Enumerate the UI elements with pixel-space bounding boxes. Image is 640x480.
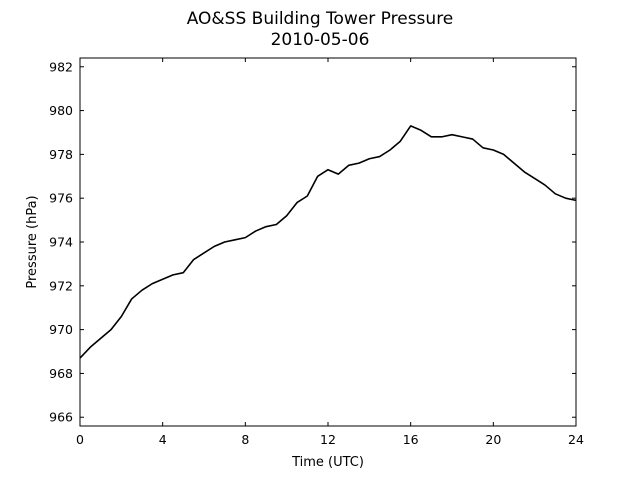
chart-subtitle: 2010-05-06 (271, 30, 370, 50)
y-tick-label: 976 (49, 191, 73, 206)
x-tick-label: 24 (568, 432, 584, 447)
y-tick-label: 968 (49, 366, 73, 381)
x-tick-label: 4 (159, 432, 167, 447)
y-tick-label: 974 (49, 235, 73, 250)
x-axis: 0 4 8 12 16 20 24 (76, 58, 584, 447)
chart-title: AO&SS Building Tower Pressure (187, 9, 454, 29)
plot-frame (79, 57, 577, 427)
pressure-series-line (79, 125, 577, 359)
y-tick-label: 980 (49, 103, 73, 118)
y-tick-label: 972 (49, 278, 73, 293)
x-tick-label: 20 (485, 432, 501, 447)
y-axis-label: Pressure (hPa) (25, 195, 40, 288)
y-tick-label: 966 (49, 410, 73, 425)
x-tick-label: 12 (320, 432, 336, 447)
y-axis: 966 968 970 972 974 976 978 980 982 (49, 59, 576, 425)
y-tick-label: 982 (49, 59, 73, 74)
y-tick-label: 978 (49, 147, 73, 162)
x-tick-label: 8 (241, 432, 249, 447)
x-tick-label: 0 (76, 432, 84, 447)
y-tick-label: 970 (49, 322, 73, 337)
x-axis-label: Time (UTC) (291, 455, 364, 470)
x-tick-label: 16 (403, 432, 419, 447)
